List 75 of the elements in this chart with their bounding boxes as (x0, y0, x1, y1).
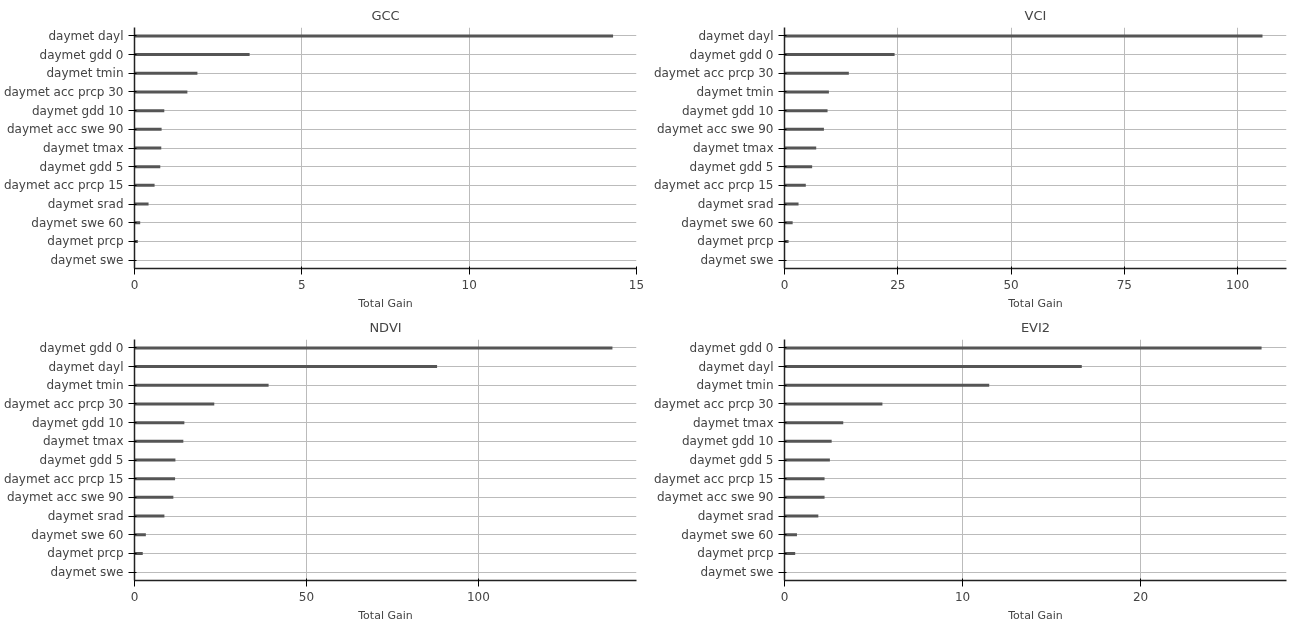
x-tick-label: 0 (780, 589, 789, 604)
y-tick-label: daymet srad (47, 509, 124, 524)
y-tick-label: daymet gdd 5 (689, 159, 774, 174)
y-tick-label: daymet swe (700, 565, 774, 580)
y-tick-label: daymet swe (50, 565, 124, 580)
y-tick-label: daymet prcp (697, 546, 774, 561)
y-tick-label: daymet swe (700, 253, 774, 268)
y-tick-label: daymet tmin (46, 66, 124, 81)
x-tick-label: 25 (890, 277, 906, 292)
chart-title: VCI (1024, 7, 1047, 23)
y-tick-label: daymet tmin (696, 84, 774, 99)
y-tick-label: daymet swe (50, 253, 124, 268)
x-tick-label: 75 (1116, 277, 1132, 292)
chart-title: NDVI (369, 319, 402, 335)
x-tick-label: 100 (466, 589, 490, 604)
y-tick-label: daymet gdd 10 (681, 434, 774, 449)
chart-title: GCC (371, 7, 400, 23)
y-tick-label: daymet gdd 0 (689, 47, 774, 62)
y-tick-label: daymet gdd 5 (39, 159, 124, 174)
y-tick-label: daymet prcp (47, 234, 124, 249)
x-tick-label: 100 (1226, 277, 1250, 292)
x-tick-label: 10 (954, 589, 971, 604)
y-tick-label: daymet tmax (692, 415, 774, 430)
y-tick-label: daymet acc prcp 15 (653, 471, 774, 486)
y-tick-label: daymet gdd 5 (689, 453, 774, 467)
x-tick-label: 5 (298, 277, 306, 292)
x-tick-label: 50 (1003, 277, 1019, 292)
y-tick-label: daymet tmax (692, 141, 774, 155)
y-tick-label: daymet tmin (46, 378, 124, 393)
y-tick-label: daymet acc swe 90 (656, 122, 774, 137)
y-tick-label: daymet gdd 5 (39, 453, 124, 467)
x-axis-title: Total Gain (1007, 608, 1063, 622)
y-tick-label: daymet srad (47, 197, 124, 212)
y-tick-label: daymet swe 60 (681, 527, 774, 542)
y-tick-label: daymet prcp (697, 234, 774, 249)
y-tick-label: daymet prcp (47, 546, 124, 561)
y-tick-label: daymet acc prcp 30 (653, 396, 774, 411)
y-tick-label: daymet gdd 10 (31, 103, 124, 118)
y-tick-label: daymet acc prcp 30 (653, 66, 774, 81)
x-tick-label: 15 (628, 277, 645, 292)
y-tick-label: daymet swe 60 (681, 215, 774, 230)
x-tick-label: 0 (130, 277, 139, 292)
y-tick-label: daymet acc swe 90 (656, 490, 774, 505)
y-tick-label: daymet srad (697, 197, 774, 212)
x-tick-label: 20 (1132, 589, 1149, 604)
y-tick-label: daymet tmax (42, 141, 124, 155)
y-tick-label: daymet acc prcp 15 (3, 471, 124, 486)
y-tick-label: daymet dayl (48, 359, 124, 374)
y-tick-label: daymet gdd 0 (39, 340, 124, 355)
x-axis-title: Total Gain (357, 608, 413, 622)
y-tick-label: daymet acc prcp 30 (3, 396, 124, 411)
y-tick-label: daymet gdd 10 (681, 103, 774, 118)
y-tick-label: daymet swe 60 (31, 215, 124, 230)
x-tick-label: 10 (461, 277, 477, 292)
y-tick-label: daymet acc swe 90 (6, 122, 124, 137)
x-axis-title: Total Gain (357, 296, 413, 310)
y-tick-label: daymet gdd 0 (39, 47, 124, 62)
y-tick-label: daymet dayl (698, 359, 774, 374)
chart-title: EVI2 (1020, 319, 1051, 335)
y-tick-label: daymet tmax (42, 434, 124, 449)
y-tick-label: daymet tmin (696, 378, 774, 393)
y-tick-label: daymet acc swe 90 (6, 490, 124, 505)
y-tick-label: daymet dayl (698, 28, 774, 43)
y-tick-label: daymet swe 60 (31, 527, 124, 542)
x-tick-label: 0 (780, 277, 789, 292)
x-tick-label: 0 (130, 589, 139, 604)
y-tick-label: daymet acc prcp 30 (3, 84, 124, 99)
x-tick-label: 50 (298, 589, 315, 604)
y-tick-label: daymet gdd 0 (689, 340, 774, 355)
y-tick-label: daymet dayl (48, 28, 124, 43)
y-tick-label: daymet srad (697, 509, 774, 524)
y-tick-label: daymet acc prcp 15 (3, 178, 124, 193)
y-tick-label: daymet gdd 10 (31, 415, 124, 430)
x-axis-title: Total Gain (1007, 296, 1063, 310)
y-tick-label: daymet acc prcp 15 (653, 178, 774, 193)
